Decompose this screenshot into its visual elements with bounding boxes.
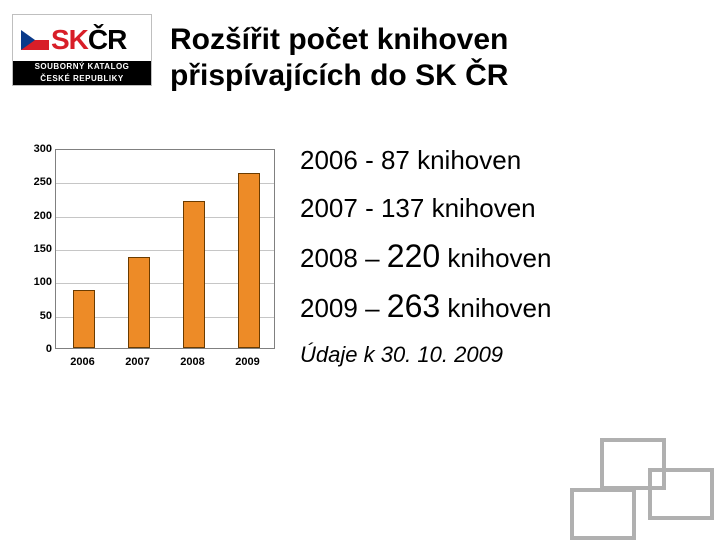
logo-subtitle-line2: ČESKÉ REPUBLIKY: [13, 73, 151, 85]
stats-list: 2006 - 87 knihoven2007 - 137 knihoven200…: [300, 140, 700, 390]
chart-xtick: 2007: [113, 356, 163, 368]
stat-word: knihoven: [440, 293, 551, 323]
stat-year: 2006: [300, 145, 358, 175]
chart-ytick: 0: [22, 343, 52, 355]
stat-word: knihoven: [424, 193, 535, 223]
logo-text: SKČR: [51, 26, 126, 54]
chart-ytick: 250: [22, 176, 52, 188]
stat-word: knihoven: [440, 243, 551, 273]
chart-xtick: 2008: [168, 356, 218, 368]
bar-chart: 0 50 100 150 200 250 300 2006 2007 2008 2009: [20, 144, 280, 384]
chart-bar: [238, 173, 260, 348]
stat-sep: –: [358, 243, 387, 273]
stat-line: 2008 – 220 knihoven: [300, 236, 700, 278]
skcr-logo: SKČR SOUBORNÝ KATALOG ČESKÉ REPUBLIKY: [12, 14, 152, 86]
decor-square: [570, 488, 636, 540]
chart-xtick: 2006: [58, 356, 108, 368]
stat-word: knihoven: [410, 145, 521, 175]
logo-subtitle: SOUBORNÝ KATALOG ČESKÉ REPUBLIKY: [13, 61, 151, 85]
stat-line: 2009 – 263 knihoven: [300, 286, 700, 328]
stats-note: Údaje k 30. 10. 2009: [300, 342, 700, 368]
stat-count: 87: [381, 145, 410, 175]
stat-sep: -: [358, 145, 381, 175]
logo-subtitle-line1: SOUBORNÝ KATALOG: [13, 61, 151, 73]
stat-year: 2009: [300, 293, 358, 323]
chart-ytick: 200: [22, 210, 52, 222]
chart-plot-area: [55, 149, 275, 349]
stat-count: 137: [381, 193, 424, 223]
stat-line: 2006 - 87 knihoven: [300, 140, 700, 180]
chart-ytick: 100: [22, 276, 52, 288]
chart-ytick: 150: [22, 243, 52, 255]
page-title: Rozšířit počet knihoven přispívajících d…: [170, 22, 690, 94]
logo-text-red: SK: [51, 24, 88, 55]
czech-flag-icon: [21, 30, 49, 50]
stat-line: 2007 - 137 knihoven: [300, 188, 700, 228]
stat-sep: –: [358, 293, 387, 323]
chart-xtick: 2009: [223, 356, 273, 368]
stat-year: 2008: [300, 243, 358, 273]
stat-count: 220: [387, 238, 440, 274]
stat-count: 263: [387, 288, 440, 324]
chart-bar: [128, 257, 150, 348]
logo-text-black: ČR: [88, 24, 126, 55]
stat-year: 2007: [300, 193, 358, 223]
chart-ytick: 300: [22, 143, 52, 155]
stat-sep: -: [358, 193, 381, 223]
chart-bar: [73, 290, 95, 348]
chart-ytick: 50: [22, 310, 52, 322]
chart-bar: [183, 201, 205, 348]
decor-square: [648, 468, 714, 520]
logo-top-row: SKČR: [21, 25, 126, 55]
